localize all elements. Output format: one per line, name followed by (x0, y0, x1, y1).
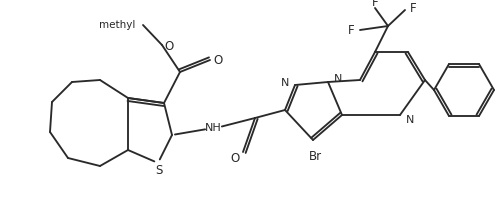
Text: F: F (348, 25, 354, 37)
Text: methyl: methyl (99, 20, 135, 30)
Text: N: N (281, 78, 289, 88)
Text: N: N (406, 115, 414, 125)
Text: NH: NH (205, 123, 221, 133)
Text: O: O (213, 53, 223, 67)
Text: N: N (334, 74, 342, 84)
Text: O: O (230, 152, 239, 166)
Text: F: F (409, 2, 416, 14)
Text: Br: Br (308, 150, 321, 164)
Text: F: F (372, 0, 378, 9)
Text: S: S (155, 164, 162, 177)
Text: O: O (164, 39, 174, 53)
